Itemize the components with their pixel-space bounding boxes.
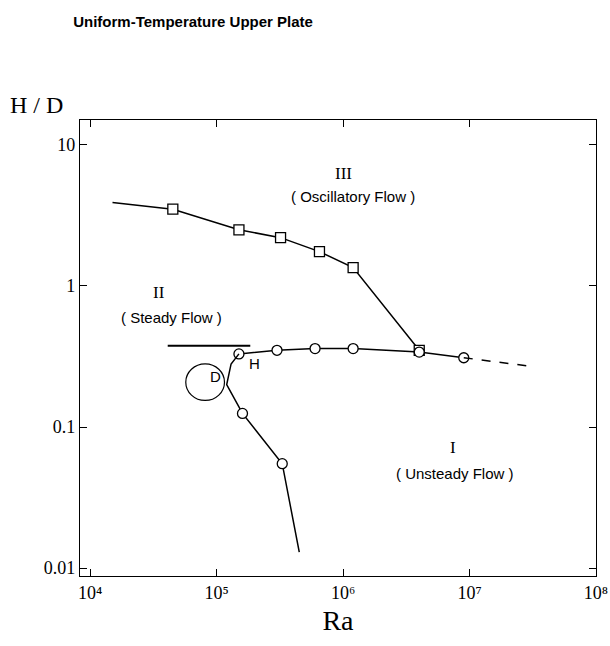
- svg-text:10⁸: 10⁸: [584, 583, 608, 603]
- svg-text:0.01: 0.01: [44, 558, 76, 578]
- svg-text:D: D: [210, 368, 221, 385]
- svg-text:( Oscillatory Flow ): ( Oscillatory Flow ): [291, 188, 415, 205]
- svg-text:H: H: [249, 355, 260, 372]
- svg-text:( Steady Flow ): ( Steady Flow ): [121, 309, 222, 326]
- svg-text:10⁴: 10⁴: [78, 583, 102, 603]
- svg-text:I: I: [450, 438, 456, 457]
- svg-text:0.1: 0.1: [53, 417, 76, 437]
- svg-text:III: III: [335, 164, 352, 183]
- svg-text:II: II: [153, 283, 165, 302]
- svg-text:( Unsteady Flow ): ( Unsteady Flow ): [396, 465, 514, 482]
- svg-text:10: 10: [57, 135, 75, 155]
- svg-text:10⁵: 10⁵: [205, 583, 229, 603]
- svg-text:10⁷: 10⁷: [457, 583, 481, 603]
- svg-text:10⁶: 10⁶: [331, 583, 355, 603]
- svg-text:H / D: H / D: [10, 92, 63, 118]
- svg-text:Uniform-Temperature Upper Plat: Uniform-Temperature Upper Plate: [73, 13, 313, 30]
- svg-text:Ra: Ra: [322, 605, 354, 636]
- svg-text:1: 1: [66, 276, 75, 296]
